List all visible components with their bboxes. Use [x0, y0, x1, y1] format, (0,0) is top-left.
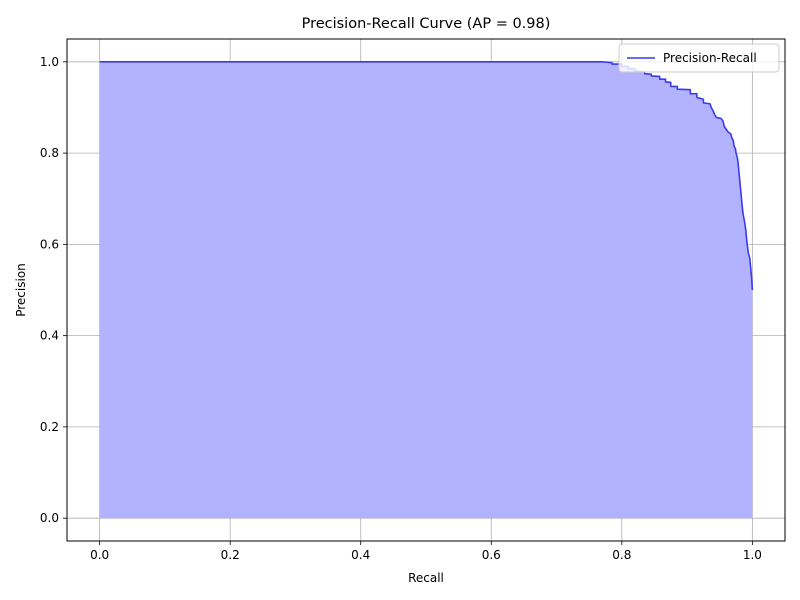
x-ticks: 0.0 0.2 0.4 0.6 0.8 1.0 — [90, 541, 762, 562]
x-tick-label: 0.8 — [612, 548, 631, 562]
legend-box — [618, 43, 780, 73]
legend: Precision-Recall — [618, 43, 780, 73]
y-tick-label: 1.0 — [40, 55, 59, 69]
y-tick-label: 0.4 — [40, 329, 59, 343]
y-tick-label: 0.6 — [40, 237, 59, 251]
x-tick-label: 0.2 — [221, 548, 240, 562]
x-tick-label: 0.0 — [90, 548, 109, 562]
y-tick-label: 0.0 — [40, 511, 59, 525]
x-tick-label: 1.0 — [743, 548, 762, 562]
x-tick-label: 0.6 — [482, 548, 501, 562]
x-tick-label: 0.4 — [351, 548, 370, 562]
precision-recall-line — [99, 61, 754, 291]
area-layer — [99, 61, 753, 519]
plot-frame — [66, 38, 786, 542]
y-axis-label: Precision — [14, 263, 28, 317]
y-tick-label: 0.2 — [40, 420, 59, 434]
y-ticks: 0.0 0.2 0.4 0.6 0.8 1.0 — [40, 55, 67, 525]
precision-recall-area — [99, 61, 753, 519]
chart-title: Precision-Recall Curve (AP = 0.98) — [302, 16, 551, 32]
y-tick-label: 0.8 — [40, 146, 59, 160]
line-layer — [99, 61, 754, 291]
legend-label: Precision-Recall — [663, 51, 757, 65]
x-axis-label: Recall — [408, 571, 444, 585]
